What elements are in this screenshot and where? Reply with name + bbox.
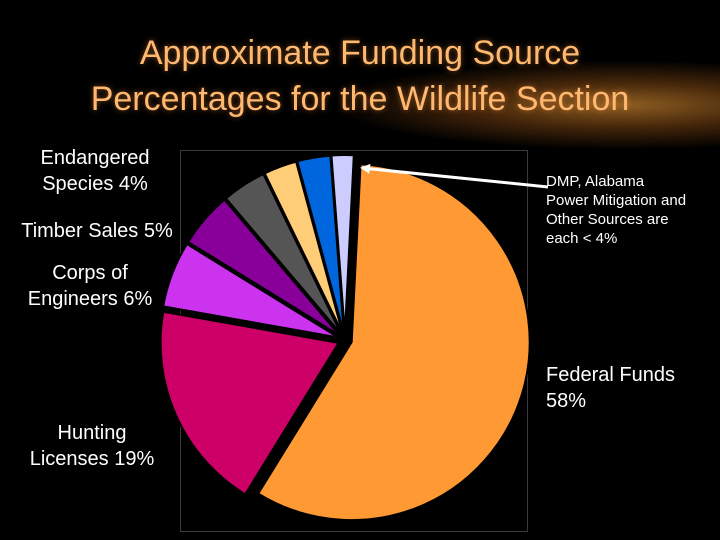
label-timber-text: Timber Sales 5% xyxy=(21,220,173,242)
label-endangered-species: Endangered Species 4% xyxy=(20,145,170,197)
label-hunting-licenses: Hunting Licenses 19% xyxy=(12,420,172,472)
pie-slice-other-6 xyxy=(296,154,345,334)
pie-slice-endangered-species xyxy=(224,172,343,335)
chart-title: Approximate Funding Source Percentages f… xyxy=(0,30,720,122)
chart-title-line-2: Percentages for the Wildlife Section xyxy=(90,80,630,118)
label-federal-line-2: 58% xyxy=(546,390,587,412)
note-line-2: Power Mitigation and xyxy=(546,192,687,209)
label-corps-line-1: Corps of xyxy=(52,262,128,284)
note-line-3: Other Sources are xyxy=(546,211,669,228)
label-endangered-line-2: Species 4% xyxy=(42,173,148,195)
label-corps-line-2: Engineers 6% xyxy=(27,288,153,310)
pie-slice-other-5 xyxy=(263,160,344,334)
pie-slice-timber-sales xyxy=(186,198,341,337)
pie-slice-hunting-licenses xyxy=(159,310,341,496)
pie-slice-federal-funds xyxy=(256,163,531,522)
label-federal-line-1: Federal Funds xyxy=(546,364,675,386)
label-federal-funds: Federal Funds 58% xyxy=(546,362,716,414)
callout-arrow xyxy=(360,163,549,189)
label-endangered-line-1: Endangered xyxy=(40,147,150,169)
pie-slice-other-7 xyxy=(330,154,355,334)
chart-title-line-1: Approximate Funding Source xyxy=(139,34,581,72)
note-other-sources: DMP, Alabama Power Mitigation and Other … xyxy=(546,172,718,248)
note-line-4: each < 4% xyxy=(546,230,618,247)
label-timber-sales: Timber Sales 5% xyxy=(4,218,190,244)
pie-slice-corps-of-engineers xyxy=(162,242,339,339)
note-line-1: DMP, Alabama xyxy=(546,173,645,190)
pie-slices xyxy=(159,154,531,522)
label-corps-of-engineers: Corps of Engineers 6% xyxy=(10,260,170,312)
label-hunting-line-1: Hunting xyxy=(57,422,127,444)
label-hunting-line-2: Licenses 19% xyxy=(29,448,155,470)
